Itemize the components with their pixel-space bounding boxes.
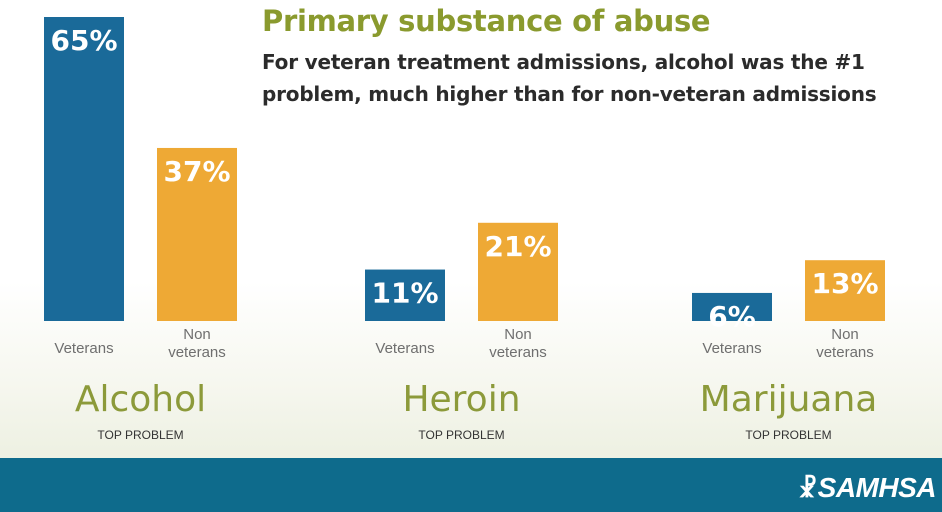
category-subtitle: TOP PROBLEM: [418, 428, 504, 442]
bar-heroin-series-2: [478, 222, 558, 321]
category-subtitle: TOP PROBLEM: [745, 428, 831, 442]
bar-label-line2: veterans: [168, 344, 226, 361]
value-label-heroin-series-1: 11%: [371, 277, 438, 310]
bar-label-line1: Non: [504, 326, 532, 343]
footer-bar: ☧SAMHSA: [0, 458, 942, 512]
bar-label: Veterans: [54, 340, 113, 357]
bar-label-line2: veterans: [816, 344, 874, 361]
category-label-heroin: Heroin: [402, 379, 520, 420]
value-label-marijuana-series-2: 13%: [811, 267, 878, 300]
value-label-alcohol-series-2: 37%: [163, 155, 230, 188]
value-label-heroin-series-2: 21%: [484, 230, 551, 263]
bar-label: Veterans: [702, 340, 761, 357]
samhsa-logo-text: SAMHSA: [817, 472, 937, 503]
samhsa-logo-mark-icon: ☧: [798, 476, 817, 503]
bar-marijuana-series-2: [805, 260, 885, 321]
value-label-marijuana-series-1: 6%: [708, 300, 756, 333]
bar-alcohol-series-1: [44, 17, 124, 321]
bar-label: Veterans: [375, 340, 434, 357]
bar-heroin-series-1: [365, 269, 445, 321]
category-label-alcohol: Alcohol: [75, 379, 206, 420]
bar-marijuana-series-1: [692, 292, 772, 321]
samhsa-logo[interactable]: ☧SAMHSA: [798, 472, 936, 504]
bar-alcohol-series-2: [157, 147, 237, 321]
bar-label-line1: Non: [831, 326, 859, 343]
bar-label-line2: veterans: [489, 344, 547, 361]
chart-title: Primary substance of abuse: [262, 4, 711, 38]
bar-label-line1: Non: [183, 326, 211, 343]
category-label-marijuana: Marijuana: [700, 379, 878, 420]
value-label-alcohol-series-1: 65%: [50, 24, 117, 57]
chart-subtitle: For veteran treatment admissions, alcoho…: [262, 50, 877, 106]
category-subtitle: TOP PROBLEM: [97, 428, 183, 442]
